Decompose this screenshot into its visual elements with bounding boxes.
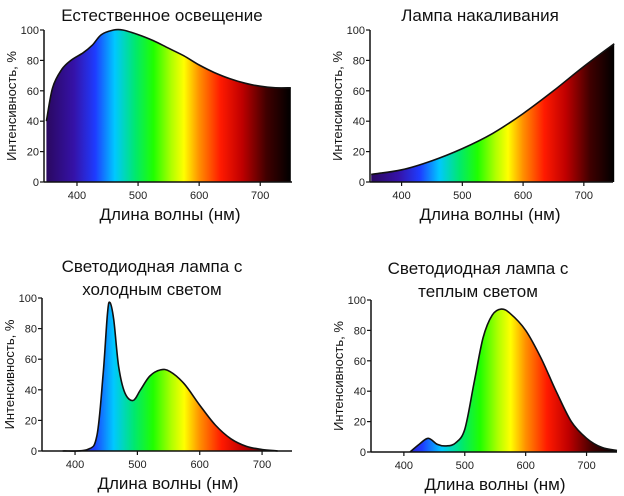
y-tick-label: 100 (19, 293, 37, 305)
y-tick-label: 20 (353, 147, 365, 159)
y-axis-label: Интенсивность, % (2, 319, 17, 429)
spectrum-area (410, 309, 617, 452)
spectrum-curve (45, 28, 291, 122)
y-tick-label: 80 (25, 324, 37, 336)
spectrum-area (62, 302, 278, 452)
y-tick-label: 80 (353, 55, 365, 67)
y-tick-label: 100 (21, 25, 39, 37)
chart-title: Естественное освещение (61, 6, 263, 25)
x-axis-label: Длина волны (нм) (97, 474, 238, 493)
y-tick-label: 20 (25, 415, 37, 427)
y-tick-label: 60 (354, 356, 366, 368)
x-tick-label: 400 (66, 459, 84, 471)
x-tick-label: 400 (395, 460, 413, 472)
y-tick-label: 40 (27, 116, 39, 128)
chart-title-line: холодным светом (82, 280, 222, 299)
y-tick-label: 40 (353, 116, 365, 128)
y-tick-label: 80 (354, 325, 366, 337)
chart-3: 0 20 40 60 80 100 400 500 600 700 Светодиодная лам… (2, 257, 292, 493)
x-tick-label: 600 (514, 190, 532, 202)
y-tick-label: 20 (354, 417, 366, 429)
chart-2: 0 20 40 60 80 100 400 500 600 700 Лампа накаливани… (330, 6, 615, 224)
x-tick-label: 500 (456, 460, 474, 472)
x-axis-label: Длина волны (нм) (419, 205, 560, 224)
y-axis-label: Интенсивность, % (4, 51, 19, 161)
x-tick-label: 600 (190, 190, 208, 202)
y-tick-label: 100 (348, 295, 366, 307)
spectrum-area (371, 43, 615, 183)
x-tick-label: 500 (129, 190, 147, 202)
x-tick-label: 600 (516, 460, 534, 472)
spectrum-curve (371, 43, 615, 176)
y-tick-label: 100 (347, 25, 365, 37)
y-tick-label: 0 (359, 177, 365, 189)
x-tick-label: 700 (253, 459, 271, 471)
spectrum-area (46, 29, 291, 183)
x-tick-label: 400 (392, 190, 410, 202)
y-tick-label: 60 (353, 86, 365, 98)
x-tick-label: 600 (191, 459, 209, 471)
x-tick-label: 500 (453, 190, 471, 202)
x-axis-label: Длина волны (нм) (99, 205, 240, 224)
spectrum-curve (62, 301, 278, 452)
y-tick-label: 0 (31, 446, 37, 458)
x-tick-label: 700 (575, 190, 593, 202)
spectrum-curve (409, 308, 618, 453)
y-tick-label: 40 (25, 385, 37, 397)
chart-title-line: теплым светом (418, 282, 538, 301)
chart-1: 0 20 40 60 80 100 400 500 600 700 Естественное осв… (4, 6, 292, 224)
y-tick-label: 80 (27, 55, 39, 67)
y-axis-label: Интенсивность, % (331, 321, 346, 431)
y-tick-label: 20 (27, 147, 39, 159)
chart-title-line: Светодиодная лампа с (388, 259, 569, 278)
chart-title-line: Светодиодная лампа с (62, 257, 243, 276)
chart-4: 0 20 40 60 80 100 400 500 600 700 Светодиодная лам… (331, 259, 618, 494)
x-tick-label: 700 (577, 460, 595, 472)
y-tick-label: 60 (27, 86, 39, 98)
y-axis-label: Интенсивность, % (330, 51, 345, 161)
x-axis-label: Длина волны (нм) (424, 475, 565, 494)
x-tick-label: 500 (128, 459, 146, 471)
chart-title: Лампа накаливания (401, 6, 559, 25)
y-tick-label: 0 (360, 447, 366, 459)
y-tick-label: 0 (33, 177, 39, 189)
y-tick-label: 60 (25, 354, 37, 366)
x-tick-label: 400 (68, 190, 86, 202)
x-tick-label: 700 (251, 190, 269, 202)
y-tick-label: 40 (354, 386, 366, 398)
